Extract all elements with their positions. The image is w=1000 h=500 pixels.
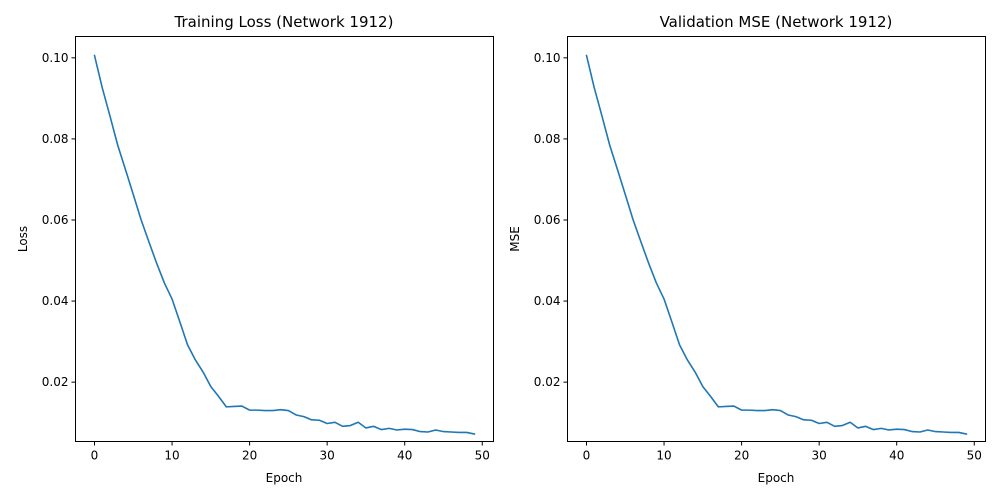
plot-frame xyxy=(75,36,494,442)
x-tick-label: 20 xyxy=(734,449,749,463)
y-tick-label: 0.02 xyxy=(534,375,561,389)
y-tick-label: 0.06 xyxy=(42,213,69,227)
y-tick-label: 0.10 xyxy=(42,51,69,65)
y-tick-label: 0.08 xyxy=(42,132,69,146)
x-tick-label: 40 xyxy=(397,449,412,463)
plot-frame xyxy=(567,36,986,442)
y-tick-label: 0.08 xyxy=(534,132,561,146)
y-tick-label: 0.02 xyxy=(42,375,69,389)
y-tick-label: 0.06 xyxy=(534,213,561,227)
x-tick-label: 30 xyxy=(320,449,335,463)
y-axis-ticks: 0.02 0.04 0.06 0.08 0.10 xyxy=(534,51,568,389)
mse-series-line xyxy=(585,54,968,435)
x-tick-label: 50 xyxy=(475,449,490,463)
validation-mse-panel: Validation MSE (Network 1912) 0 10 20 30 40 5… xyxy=(508,13,986,485)
x-axis-ticks: 0 10 20 30 40 50 xyxy=(583,441,982,463)
y-axis-label: MSE xyxy=(508,226,522,252)
y-tick-label: 0.10 xyxy=(534,51,561,65)
chart-title: Validation MSE (Network 1912) xyxy=(660,13,893,31)
x-tick-label: 0 xyxy=(583,449,591,463)
x-tick-label: 20 xyxy=(242,449,257,463)
chart-title: Training Loss (Network 1912) xyxy=(174,13,394,31)
y-tick-label: 0.04 xyxy=(534,294,561,308)
x-tick-label: 50 xyxy=(967,449,982,463)
x-tick-label: 40 xyxy=(889,449,904,463)
y-axis-label: Loss xyxy=(16,226,30,252)
x-axis-ticks: 0 10 20 30 40 50 xyxy=(91,441,490,463)
x-tick-label: 10 xyxy=(164,449,179,463)
x-tick-label: 0 xyxy=(91,449,99,463)
loss-series-line xyxy=(93,54,476,435)
y-tick-label: 0.04 xyxy=(42,294,69,308)
x-axis-label: Epoch xyxy=(266,471,303,485)
y-axis-ticks: 0.02 0.04 0.06 0.08 0.10 xyxy=(42,51,76,389)
x-tick-label: 30 xyxy=(812,449,827,463)
training-loss-panel: Training Loss (Network 1912) 0 10 20 30 40 50… xyxy=(16,13,494,485)
x-tick-label: 10 xyxy=(656,449,671,463)
x-axis-label: Epoch xyxy=(758,471,795,485)
